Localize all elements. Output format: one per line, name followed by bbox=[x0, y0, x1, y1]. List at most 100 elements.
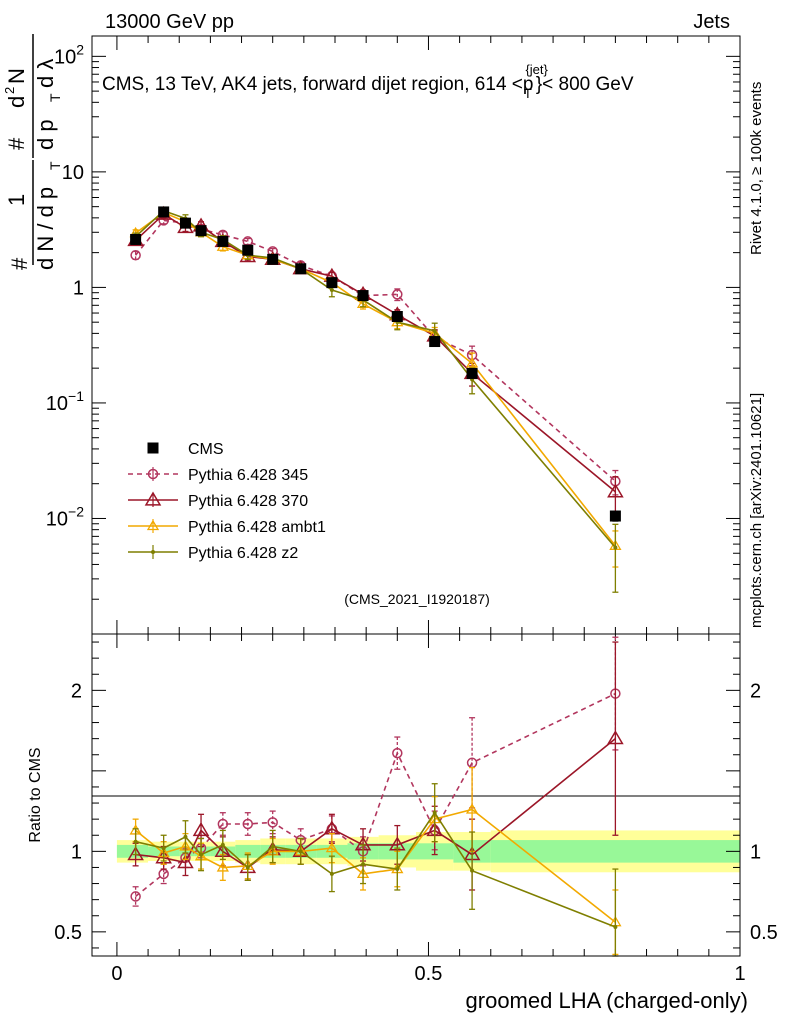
plot-title-end: }< 800 GeV bbox=[536, 74, 634, 95]
header-right-label: Jets bbox=[693, 11, 730, 33]
legend-entry-pythia-6-428-z2: Pythia 6.428 z2 bbox=[128, 545, 298, 562]
ratio-y-tick-label: 2 bbox=[71, 680, 82, 702]
legend-entry-pythia-6-428-ambt1: Pythia 6.428 ambt1 bbox=[128, 519, 326, 536]
legend: CMS Pythia 6.428 345 Pythia 6.428 370 Pythi… bbox=[128, 441, 326, 562]
x-axis-label: groomed LHA (charged-only) bbox=[466, 988, 748, 1013]
main-y-axis-label: # 1 d N / d p T # d 2 N d p T d λ bbox=[2, 34, 63, 270]
data-point bbox=[130, 891, 141, 902]
data-point bbox=[466, 367, 478, 379]
legend-entry-pythia-6-428-370: Pythia 6.428 370 bbox=[128, 491, 308, 510]
main-series-pythia-6-428-ambt1 bbox=[129, 206, 622, 568]
ratio-series-group bbox=[127, 636, 624, 957]
legend-label: CMS bbox=[188, 441, 224, 458]
data-point bbox=[607, 730, 624, 745]
ratio-y-tick-label-right: 2 bbox=[750, 680, 761, 702]
data-point bbox=[295, 263, 307, 275]
ylabel-dn-dpt: d N / d p bbox=[33, 187, 58, 270]
ratio-y-tick-label-right: 1 bbox=[750, 841, 761, 863]
data-point bbox=[133, 839, 138, 844]
data-point bbox=[465, 803, 479, 814]
analysis-id-label: (CMS_2021_I1920187) bbox=[344, 591, 490, 607]
data-point bbox=[179, 217, 191, 229]
data-point bbox=[242, 244, 254, 256]
data-point bbox=[183, 834, 188, 839]
plot-title-superscript: {jet} bbox=[525, 62, 548, 77]
data-point bbox=[161, 846, 166, 851]
data-point bbox=[199, 852, 204, 857]
ratio-y-tick-label: 0.5 bbox=[54, 922, 82, 944]
plot-title-main: CMS, 13 TeV, AK4 jets, forward dijet reg… bbox=[102, 74, 533, 95]
data-point bbox=[395, 867, 400, 872]
data-point bbox=[220, 842, 225, 847]
data-point bbox=[127, 846, 144, 861]
y-tick-exponent: −2 bbox=[68, 503, 84, 519]
y-tick-base: 10 bbox=[46, 508, 68, 530]
data-point bbox=[217, 818, 229, 830]
y-tick-exponent: −1 bbox=[68, 388, 84, 404]
main-series-group bbox=[127, 205, 624, 593]
y-tick-base: 10 bbox=[62, 162, 84, 184]
data-point bbox=[391, 310, 403, 322]
ratio-plot-frame bbox=[91, 633, 741, 957]
band-inner bbox=[490, 840, 740, 863]
data-point bbox=[392, 747, 403, 759]
y-tick-label: 10 bbox=[62, 162, 84, 184]
data-point bbox=[429, 336, 441, 348]
data-point bbox=[392, 289, 403, 300]
data-point bbox=[325, 841, 339, 853]
data-point bbox=[267, 253, 279, 265]
data-point bbox=[607, 483, 624, 498]
y-tick-label: 10−2 bbox=[46, 503, 84, 530]
plot-title-subscript: T bbox=[524, 86, 532, 101]
x-tick-label: 0.5 bbox=[415, 963, 443, 985]
legend-entry-pythia-6-428-345: Pythia 6.428 345 bbox=[128, 467, 308, 484]
ylabel-n: N bbox=[4, 68, 29, 84]
data-point bbox=[432, 328, 437, 333]
ylabel-hash-1: # bbox=[7, 257, 32, 270]
series-line bbox=[135, 811, 616, 928]
band-inner bbox=[179, 846, 195, 857]
data-point bbox=[195, 225, 207, 237]
ratio-y-tick-label: 1 bbox=[71, 841, 82, 863]
series-line bbox=[135, 808, 616, 923]
legend-marker bbox=[144, 491, 162, 506]
x-tick-label: 0 bbox=[111, 963, 122, 985]
series-line bbox=[134, 219, 616, 482]
legend-label: Pythia 6.428 ambt1 bbox=[188, 519, 326, 536]
ratio-uncertainty-bands bbox=[116, 830, 740, 873]
data-point bbox=[432, 810, 437, 815]
legend-entry-cms: CMS bbox=[147, 441, 224, 458]
ylabel-dlambda: d λ bbox=[33, 59, 58, 88]
legend-marker bbox=[147, 468, 159, 480]
ratio-y-axis-label: Ratio to CMS bbox=[27, 747, 44, 842]
data-point bbox=[130, 233, 142, 245]
data-point bbox=[216, 861, 229, 872]
header-left-label: 13000 GeV pp bbox=[105, 11, 234, 33]
data-point bbox=[470, 868, 475, 873]
ratio-ticks: 0.5 0.51 12 20 0.5 1 bbox=[54, 634, 778, 985]
legend-label: Pythia 6.428 370 bbox=[188, 493, 308, 510]
data-point bbox=[361, 862, 366, 867]
data-point bbox=[270, 844, 275, 849]
main-series-cms bbox=[130, 206, 621, 522]
ylabel-dpt-sub: T bbox=[47, 93, 63, 102]
y-tick-base: 10 bbox=[54, 46, 76, 68]
data-point bbox=[158, 206, 170, 218]
band-inner bbox=[194, 846, 211, 857]
data-point bbox=[613, 545, 618, 550]
ylabel-one: 1 bbox=[4, 194, 29, 206]
y-tick-label: 10−1 bbox=[46, 388, 84, 415]
data-point bbox=[267, 817, 278, 828]
y-tick-exponent: 2 bbox=[76, 41, 84, 57]
data-point bbox=[242, 818, 254, 830]
legend-marker bbox=[151, 550, 155, 554]
ylabel-d: d bbox=[4, 96, 29, 108]
x-tick-label: 1 bbox=[734, 963, 745, 985]
y-tick-base: 1 bbox=[73, 277, 84, 299]
legend-marker bbox=[147, 442, 159, 454]
data-point bbox=[192, 821, 210, 837]
data-point bbox=[357, 290, 369, 302]
data-point bbox=[329, 871, 334, 876]
data-point bbox=[245, 865, 250, 870]
